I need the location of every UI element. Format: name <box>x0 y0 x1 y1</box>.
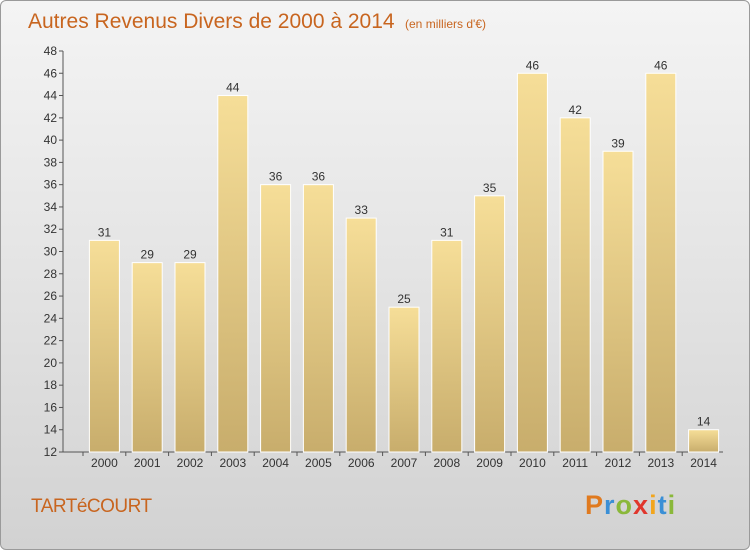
logo-letter: r <box>604 490 616 520</box>
bar <box>88 239 120 453</box>
y-tick-label: 22 <box>44 334 58 348</box>
bar-value-label: 33 <box>355 203 369 217</box>
logo-letter: x <box>633 490 650 520</box>
bar-value-label: 46 <box>526 58 540 72</box>
y-tick-label: 32 <box>44 222 58 236</box>
bar <box>645 72 677 453</box>
x-tick-label: 2002 <box>177 456 204 470</box>
x-tick-label: 2010 <box>519 456 546 470</box>
bar <box>516 72 548 453</box>
x-tick-label: 2013 <box>647 456 674 470</box>
bar <box>388 306 420 453</box>
bar <box>217 95 249 453</box>
proxiti-logo: Proxiti <box>585 490 676 521</box>
x-tick-label: 2012 <box>605 456 632 470</box>
x-tick-label: 2001 <box>134 456 161 470</box>
bar-value-label: 31 <box>98 225 112 239</box>
chart-unit: (en milliers d'€) <box>405 17 486 31</box>
y-tick-label: 26 <box>44 289 58 303</box>
x-tick-label: 2011 <box>562 456 588 470</box>
bar <box>559 117 591 453</box>
y-tick-label: 24 <box>44 311 58 325</box>
bar-value-label: 31 <box>440 225 454 239</box>
x-tick-label: 2003 <box>219 456 246 470</box>
x-tick-label: 2009 <box>476 456 503 470</box>
bar-value-label: 36 <box>312 170 326 184</box>
y-tick-label: 46 <box>44 66 58 80</box>
bar-value-label: 35 <box>483 181 497 195</box>
bar-value-label: 44 <box>226 81 240 95</box>
bar-value-label: 39 <box>611 136 625 150</box>
bars <box>88 72 720 453</box>
bar <box>345 217 377 453</box>
bar <box>431 239 463 453</box>
logo-letter: o <box>615 490 634 520</box>
x-tick-label: 2006 <box>348 456 375 470</box>
y-tick-label: 30 <box>44 245 58 259</box>
y-tick-label: 28 <box>44 267 58 281</box>
x-tick-label: 2000 <box>91 456 118 470</box>
x-tick-label: 2004 <box>262 456 289 470</box>
commune-name: TARTéCOURT <box>31 496 152 517</box>
bar <box>474 195 506 453</box>
bar <box>131 262 163 453</box>
logo-letter: i <box>667 490 677 520</box>
logo-letter: t <box>657 490 668 520</box>
bar-value-label: 29 <box>183 248 197 262</box>
chart-title: Autres Revenus Divers de 2000 à 2014 <box>28 10 395 33</box>
bar-value-label: 36 <box>269 170 283 184</box>
y-tick-label: 14 <box>44 423 58 437</box>
labels: 31 2000 29 2001 29 2002 44 2003 36 2004 36 2005 33 20… <box>91 58 717 470</box>
bar-value-label: 25 <box>397 292 411 306</box>
y-tick-label: 36 <box>44 178 58 192</box>
bar-value-label: 29 <box>141 248 155 262</box>
y-tick-label: 34 <box>44 200 58 214</box>
bar <box>602 150 634 453</box>
x-tick-label: 2007 <box>391 456 418 470</box>
bar <box>688 429 720 453</box>
y-tick-label: 44 <box>44 89 58 103</box>
x-tick-label: 2014 <box>690 456 717 470</box>
bar-value-label: 42 <box>569 103 583 117</box>
logo-letter: P <box>585 490 605 520</box>
bar <box>260 184 292 453</box>
y-tick-label: 38 <box>44 155 58 169</box>
bar-value-label: 14 <box>697 415 711 429</box>
title-row: Autres Revenus Divers de 2000 à 2014 (en… <box>28 10 486 34</box>
y-tick-label: 42 <box>44 111 58 125</box>
y-tick-label: 40 <box>44 133 58 147</box>
x-tick-label: 2008 <box>433 456 460 470</box>
y-tick-label: 12 <box>44 445 58 459</box>
bar <box>174 262 206 453</box>
bar-value-label: 46 <box>654 58 668 72</box>
y-tick-label: 16 <box>44 400 58 414</box>
y-tick-label: 20 <box>44 356 58 370</box>
y-tick-label: 18 <box>44 378 58 392</box>
logo-letter: i <box>649 490 658 520</box>
x-tick-label: 2005 <box>305 456 332 470</box>
bar <box>302 184 334 453</box>
y-tick-label: 48 <box>44 44 58 58</box>
